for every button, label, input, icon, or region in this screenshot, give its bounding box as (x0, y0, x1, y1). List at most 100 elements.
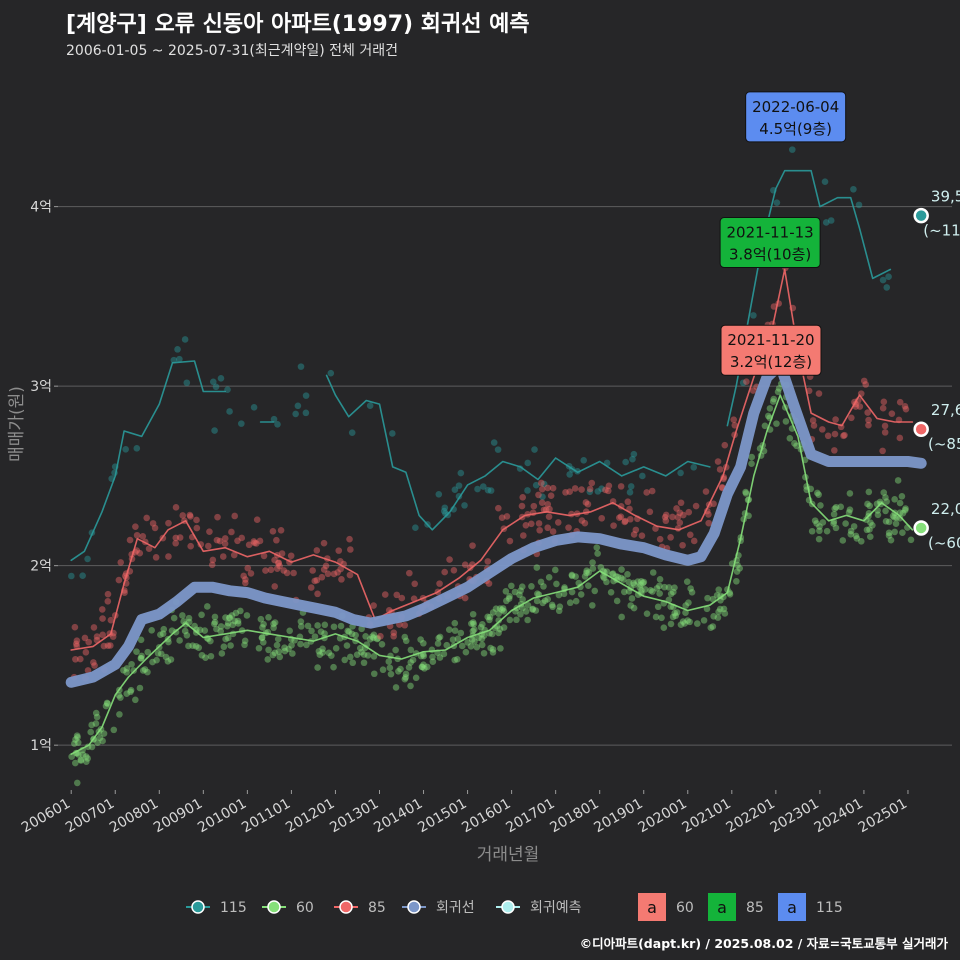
scatter-dot-85 (277, 526, 285, 534)
scatter-dot-85 (269, 528, 277, 535)
scatter-dot-60 (551, 566, 559, 574)
scatter-dot-60 (237, 607, 244, 615)
scatter-dot-60 (92, 709, 100, 717)
scatter-dot-60 (467, 643, 475, 650)
scatter-dot-60 (139, 667, 147, 674)
scatter-dot-60 (477, 623, 485, 631)
scatter-dot-115 (566, 471, 573, 478)
scatter-dot-60 (847, 527, 855, 535)
scatter-dot-60 (370, 631, 378, 639)
scatter-dot-60 (167, 656, 175, 663)
end-value-label: 27,627 (931, 401, 960, 419)
scatter-dot-60 (637, 581, 644, 589)
scatter-dot-60 (100, 730, 108, 737)
scatter-dot-60 (614, 573, 622, 581)
scatter-dot-60 (495, 629, 502, 637)
scatter-dot-85 (145, 545, 153, 552)
scatter-dot-60 (589, 565, 597, 572)
scatter-dot-60 (842, 520, 849, 527)
scatter-dot-85 (346, 535, 353, 543)
scatter-dot-85 (536, 526, 543, 534)
scatter-dot-60 (534, 590, 541, 597)
scatter-dot-85 (287, 552, 295, 560)
scatter-dot-60 (869, 521, 876, 529)
scatter-dot-60 (289, 650, 296, 657)
scatter-dot-60 (506, 592, 513, 600)
scatter-dot-85 (714, 458, 722, 465)
end-marker-60 (913, 520, 929, 536)
scatter-dot-60 (115, 692, 123, 699)
scatter-dot-115 (540, 480, 548, 488)
scatter-dot-60 (370, 653, 378, 660)
scatter-dot-85 (446, 556, 453, 563)
scatter-dot-60 (436, 633, 444, 641)
scatter-dot-60 (470, 620, 477, 628)
scatter-dot-60 (516, 591, 523, 599)
scatter-dot-60 (297, 618, 305, 625)
scatter-dot-60 (496, 625, 504, 633)
scatter-dot-60 (366, 635, 374, 643)
scatter-dot-60 (853, 535, 861, 542)
scatter-dot-60 (524, 602, 532, 609)
scatter-dot-60 (451, 656, 459, 664)
scatter-dot-60 (138, 654, 145, 662)
scatter-dot-60 (207, 652, 215, 660)
scatter-dot-60 (533, 597, 541, 605)
scatter-dot-60 (480, 632, 488, 639)
scatter-dot-85 (406, 569, 413, 577)
legend-box-label: 115 (816, 900, 843, 916)
scatter-dot-60 (654, 603, 662, 611)
scatter-dot-60 (196, 626, 204, 634)
scatter-dot-60 (893, 514, 900, 522)
scatter-dot-60 (337, 622, 345, 630)
scatter-dot-85 (588, 479, 596, 487)
scatter-dot-85 (322, 562, 330, 570)
y-tick-label: 2억 (30, 559, 52, 575)
scatter-dot-60 (314, 622, 321, 629)
scatter-dot-60 (733, 568, 741, 575)
scatter-dot-85 (76, 655, 84, 663)
scatter-dot-115 (348, 429, 356, 436)
scatter-dot-60 (862, 516, 870, 523)
scatter-dot-60 (774, 388, 782, 396)
scatter-dot-60 (496, 605, 504, 612)
scatter-dot-85 (544, 501, 552, 508)
scatter-dot-115 (461, 502, 468, 509)
scatter-dot-60 (418, 663, 426, 671)
scatter-dot-60 (325, 649, 333, 657)
scatter-dot-115 (524, 487, 531, 494)
scatter-dot-85 (864, 409, 871, 416)
scatter-dot-85 (165, 519, 172, 527)
scatter-dot-60 (72, 736, 79, 743)
scatter-dot-60 (311, 633, 319, 640)
scatter-dot-60 (643, 610, 651, 617)
scatter-dot-85 (749, 387, 757, 394)
scatter-dot-60 (832, 524, 840, 532)
scatter-dot-60 (533, 564, 541, 571)
scatter-dot-60 (77, 756, 85, 764)
scatter-dot-85 (643, 489, 650, 496)
scatter-dot-85 (831, 447, 838, 454)
scatter-dot-60 (566, 599, 574, 607)
scatter-dot-60 (561, 584, 568, 591)
scatter-dot-85 (98, 606, 106, 613)
scatter-dot-115 (626, 489, 634, 496)
scatter-dot-60 (234, 620, 242, 627)
callout-box (719, 217, 821, 269)
scatter-dot-60 (258, 634, 266, 642)
scatter-dot-60 (137, 636, 145, 644)
scatter-dot-85 (71, 623, 79, 631)
scatter-dot-115 (855, 201, 863, 209)
scatter-dot-85 (673, 505, 680, 512)
scatter-dot-60 (185, 614, 193, 622)
scatter-dot-85 (73, 637, 81, 645)
scatter-dot-85 (879, 404, 887, 412)
scatter-dot-85 (862, 381, 870, 388)
scatter-dot-60 (270, 624, 277, 632)
scatter-dot-60 (671, 609, 679, 617)
scatter-dot-60 (660, 624, 668, 632)
scatter-dot-60 (469, 619, 477, 626)
scatter-dot-115 (822, 219, 830, 226)
scatter-dot-60 (243, 612, 251, 619)
scatter-dot-85 (865, 416, 872, 424)
